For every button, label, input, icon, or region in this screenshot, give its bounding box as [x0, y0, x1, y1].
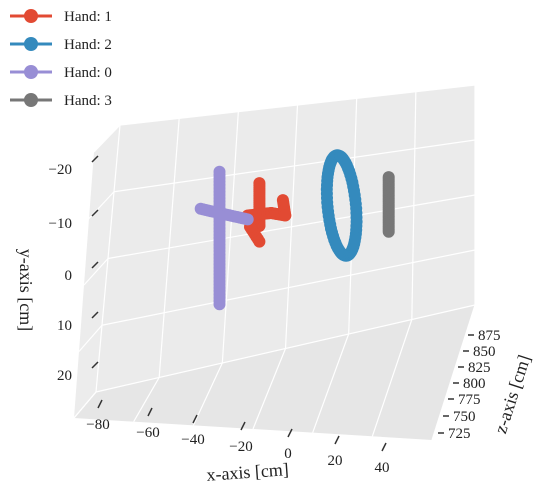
gridline [95, 304, 476, 393]
pane-back [96, 85, 475, 392]
x-tick-label: −60 [136, 425, 159, 441]
gridline [371, 319, 413, 437]
x-tick-label: 20 [328, 453, 343, 469]
data-point [279, 209, 292, 222]
legend: Hand: 1 Hand: 2 Hand: 0 Hand: 3 [10, 9, 112, 109]
y-tick-mark [91, 261, 99, 269]
gridline [93, 124, 121, 153]
y-tick-mark [91, 155, 99, 163]
legend-item: Hand: 1 [10, 9, 112, 25]
gridline [119, 84, 476, 126]
x-tick-mark [240, 421, 246, 431]
x-tick-label: −20 [229, 439, 252, 455]
x-tick-label: −40 [181, 432, 204, 448]
y-tick-label: 0 [65, 268, 73, 284]
gridline [113, 139, 476, 193]
x-tick-mark [381, 442, 387, 452]
x-tick-mark [147, 407, 153, 417]
z-tick-label: 875 [478, 328, 501, 344]
y-tick-label: −20 [49, 162, 72, 178]
gridline [101, 249, 476, 326]
x-axis-label: x-axis [cm] [206, 459, 290, 485]
z-tick-label: 775 [458, 392, 481, 408]
z-axis-label: z-axis [cm] [490, 352, 534, 436]
gridline [83, 258, 109, 286]
y-axis-label: y-axis [cm] [16, 249, 36, 331]
y-tick-label: −10 [49, 216, 72, 232]
legend-label: Hand: 1 [64, 9, 112, 25]
y-tick-mark [91, 361, 99, 369]
data-marks [194, 149, 395, 311]
gridline [431, 304, 476, 441]
gridline [252, 348, 287, 430]
gridline [312, 333, 350, 433]
y-tick-mark [91, 209, 99, 217]
y-tick-label: 20 [57, 368, 72, 384]
x-tick-label: 0 [284, 446, 292, 462]
gridline [133, 377, 160, 422]
y-ticks: −20 −10 0 10 20 [49, 155, 99, 384]
data-point [213, 298, 226, 311]
gridline [78, 324, 103, 352]
gridline [107, 194, 476, 260]
gridline [192, 362, 223, 426]
x-tick-label: −80 [86, 417, 109, 433]
data-point [382, 225, 395, 238]
y-tick-mark [91, 311, 99, 319]
data-point [241, 213, 254, 226]
legend-label: Hand: 2 [64, 37, 112, 53]
legend-label: Hand: 0 [64, 65, 112, 81]
x-tick-mark [192, 414, 198, 424]
z-tick-label: 850 [473, 344, 496, 360]
x-tick-label: 40 [375, 460, 390, 476]
legend-item: Hand: 2 [10, 37, 112, 53]
data-point [349, 193, 362, 206]
z-tick-label: 825 [468, 360, 491, 376]
y-tick-label: 10 [57, 318, 72, 334]
x-tick-mark [97, 399, 103, 409]
legend-item: Hand: 3 [10, 93, 112, 109]
pane-floor [74, 305, 475, 440]
z-tick-label: 750 [453, 409, 476, 425]
legend-label: Hand: 3 [64, 93, 112, 109]
legend-item: Hand: 0 [10, 65, 112, 81]
x-ticks: −80 −60 −40 −20 0 20 40 [86, 399, 390, 476]
z-tick-label: 800 [463, 376, 486, 392]
z-tick-label: 725 [448, 426, 471, 442]
x-tick-mark [334, 435, 340, 445]
x-tick-mark [287, 428, 293, 438]
gridline [73, 391, 97, 419]
